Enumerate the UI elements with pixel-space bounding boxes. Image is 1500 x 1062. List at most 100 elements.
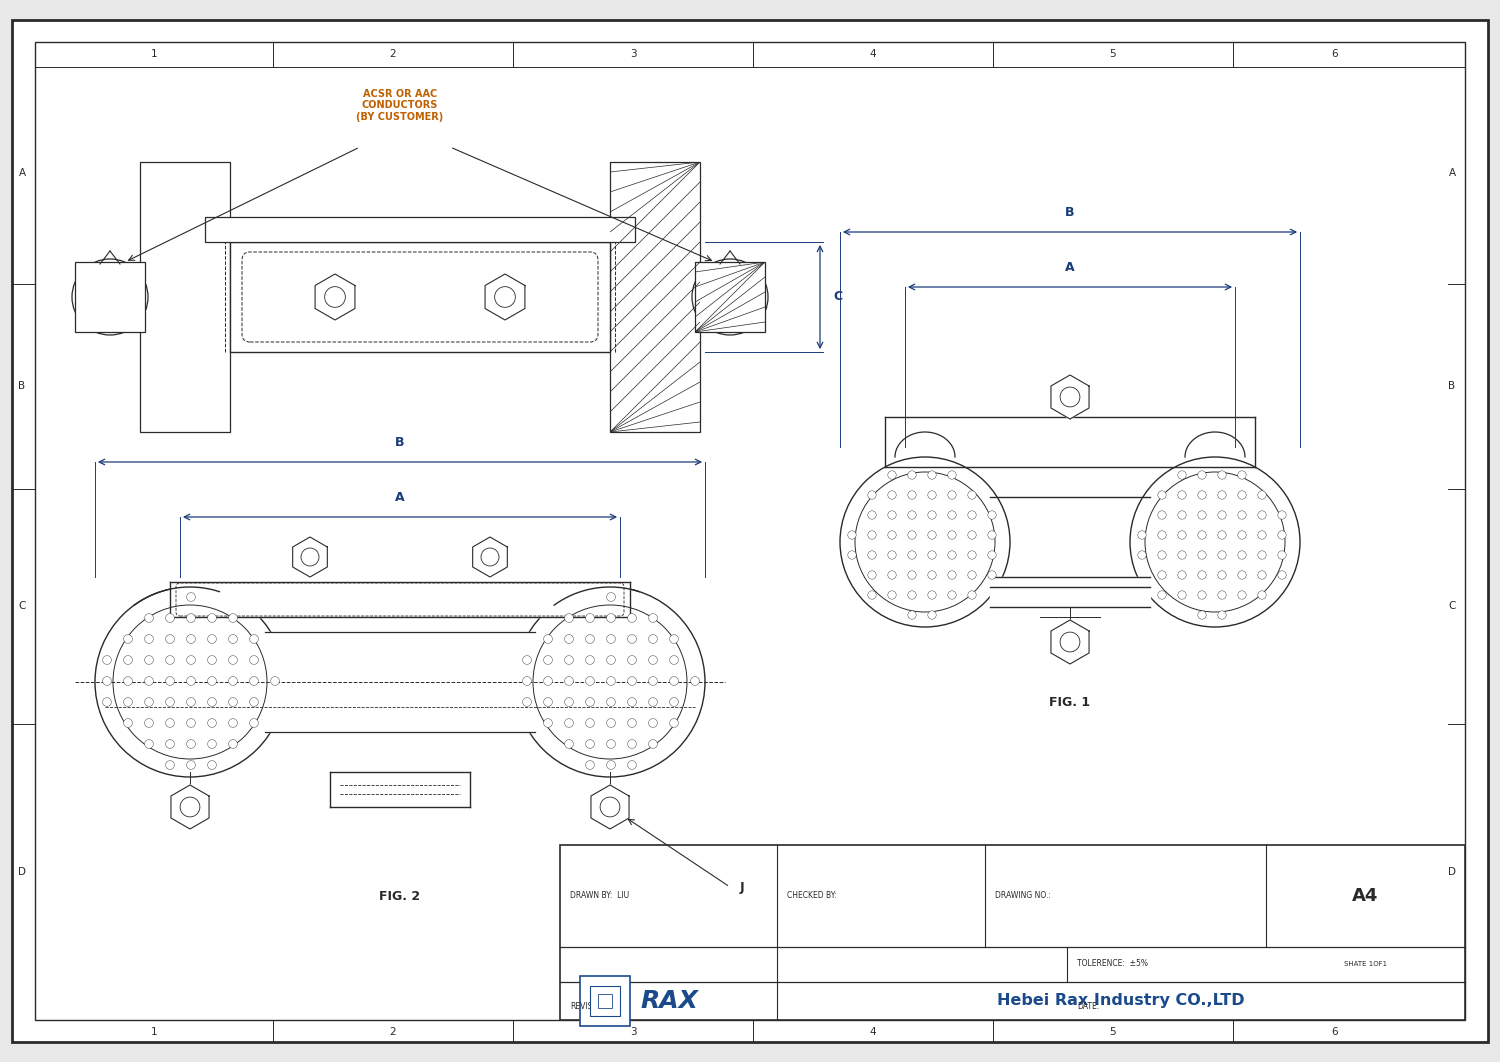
Text: 2: 2 [390, 49, 396, 59]
Circle shape [94, 587, 285, 777]
Text: B: B [18, 381, 26, 391]
Circle shape [669, 655, 678, 665]
Circle shape [606, 719, 615, 727]
Circle shape [928, 531, 936, 539]
Circle shape [495, 287, 516, 307]
Circle shape [585, 739, 594, 749]
Circle shape [1060, 632, 1080, 652]
Circle shape [988, 511, 996, 519]
Circle shape [908, 551, 916, 560]
Circle shape [1198, 470, 1206, 479]
Circle shape [627, 635, 636, 644]
Text: FIG. 2: FIG. 2 [380, 891, 420, 904]
Text: RAX: RAX [640, 989, 698, 1013]
Text: REVISON:: REVISON: [570, 1003, 606, 1011]
Circle shape [868, 551, 876, 560]
Circle shape [585, 635, 594, 644]
Circle shape [207, 719, 216, 727]
Circle shape [1060, 388, 1080, 407]
Circle shape [186, 676, 195, 685]
Circle shape [207, 698, 216, 706]
Circle shape [123, 676, 132, 685]
Circle shape [543, 698, 552, 706]
Circle shape [908, 611, 916, 619]
Circle shape [606, 760, 615, 769]
Circle shape [1178, 531, 1186, 539]
Circle shape [1238, 491, 1246, 499]
Circle shape [928, 570, 936, 579]
Circle shape [102, 676, 111, 685]
Circle shape [228, 614, 237, 622]
Circle shape [228, 698, 237, 706]
Circle shape [123, 698, 132, 706]
Circle shape [606, 593, 615, 601]
Text: DATE:: DATE: [1077, 1003, 1100, 1011]
Circle shape [847, 531, 856, 539]
Circle shape [186, 698, 195, 706]
Bar [230, 242, 610, 352]
Circle shape [1238, 531, 1246, 539]
Circle shape [648, 698, 657, 706]
Circle shape [1178, 570, 1186, 579]
Circle shape [249, 698, 258, 706]
Circle shape [948, 590, 956, 599]
Circle shape [1158, 590, 1166, 599]
Circle shape [1178, 551, 1186, 560]
Circle shape [186, 739, 195, 749]
Circle shape [888, 491, 896, 499]
Text: CHECKED BY:: CHECKED BY: [788, 891, 837, 901]
Circle shape [1218, 531, 1225, 539]
Text: A: A [1449, 168, 1455, 178]
Circle shape [1178, 511, 1186, 519]
Circle shape [1218, 491, 1225, 499]
Circle shape [868, 590, 876, 599]
Circle shape [144, 614, 153, 622]
Text: FIG. 1: FIG. 1 [1050, 696, 1090, 708]
Circle shape [1158, 491, 1166, 499]
Circle shape [888, 551, 896, 560]
Circle shape [482, 548, 500, 566]
Circle shape [123, 719, 132, 727]
Circle shape [928, 611, 936, 619]
Circle shape [847, 551, 856, 560]
Text: 1: 1 [150, 1027, 158, 1037]
Circle shape [564, 698, 573, 706]
Circle shape [1198, 511, 1206, 519]
Circle shape [669, 676, 678, 685]
Circle shape [102, 698, 111, 706]
Circle shape [1238, 511, 1246, 519]
Polygon shape [694, 262, 765, 332]
Circle shape [522, 655, 531, 665]
Circle shape [648, 614, 657, 622]
Circle shape [1198, 590, 1206, 599]
Bar [566, 984, 772, 1017]
Circle shape [564, 655, 573, 665]
Circle shape [207, 614, 216, 622]
Circle shape [627, 614, 636, 622]
Bar [580, 976, 630, 1026]
Circle shape [144, 719, 153, 727]
Circle shape [165, 760, 174, 769]
Polygon shape [292, 537, 327, 577]
Polygon shape [1052, 375, 1089, 419]
Circle shape [669, 698, 678, 706]
Circle shape [1198, 531, 1206, 539]
Circle shape [1198, 570, 1206, 579]
Circle shape [868, 511, 876, 519]
Circle shape [606, 676, 615, 685]
Circle shape [968, 531, 976, 539]
Circle shape [988, 531, 996, 539]
Circle shape [1130, 457, 1300, 627]
Circle shape [180, 798, 200, 817]
Circle shape [1158, 551, 1166, 560]
Circle shape [228, 719, 237, 727]
Circle shape [207, 676, 216, 685]
Circle shape [165, 635, 174, 644]
Circle shape [1278, 551, 1286, 560]
Circle shape [1238, 470, 1246, 479]
Circle shape [1178, 491, 1186, 499]
Text: 5: 5 [1110, 1027, 1116, 1037]
Circle shape [249, 635, 258, 644]
Text: A: A [18, 168, 26, 178]
Circle shape [648, 655, 657, 665]
